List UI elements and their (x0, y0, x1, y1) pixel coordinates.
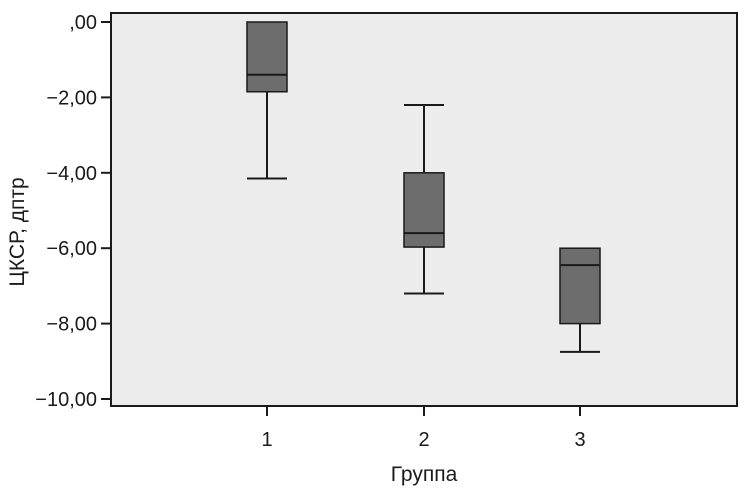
box-group-3 (559, 247, 601, 353)
y-axis-title: ЦКСР, дптр (6, 177, 29, 286)
x-tick-label: 3 (574, 429, 585, 451)
box-iqr (403, 172, 445, 248)
x-tick-label: 2 (418, 429, 429, 451)
y-tick-label: −2,00 (46, 87, 97, 109)
x-axis: 1 2 3 (261, 406, 586, 451)
x-tick-label: 1 (261, 429, 272, 451)
x-axis-title: Группа (391, 463, 458, 486)
y-tick-label: −8,00 (46, 314, 97, 336)
box-group-1 (246, 21, 288, 180)
y-tick-label: −10,00 (35, 389, 97, 411)
box-group-2 (403, 103, 445, 295)
y-tick-label: −6,00 (46, 238, 97, 260)
y-axis: ,00 −2,00 −4,00 −6,00 −8,00 −10,00 (35, 12, 111, 411)
box-iqr (246, 21, 288, 93)
y-tick-label: ,00 (69, 12, 97, 34)
y-tick-label: −4,00 (46, 163, 97, 185)
boxes (246, 21, 601, 353)
box-iqr (559, 247, 601, 325)
